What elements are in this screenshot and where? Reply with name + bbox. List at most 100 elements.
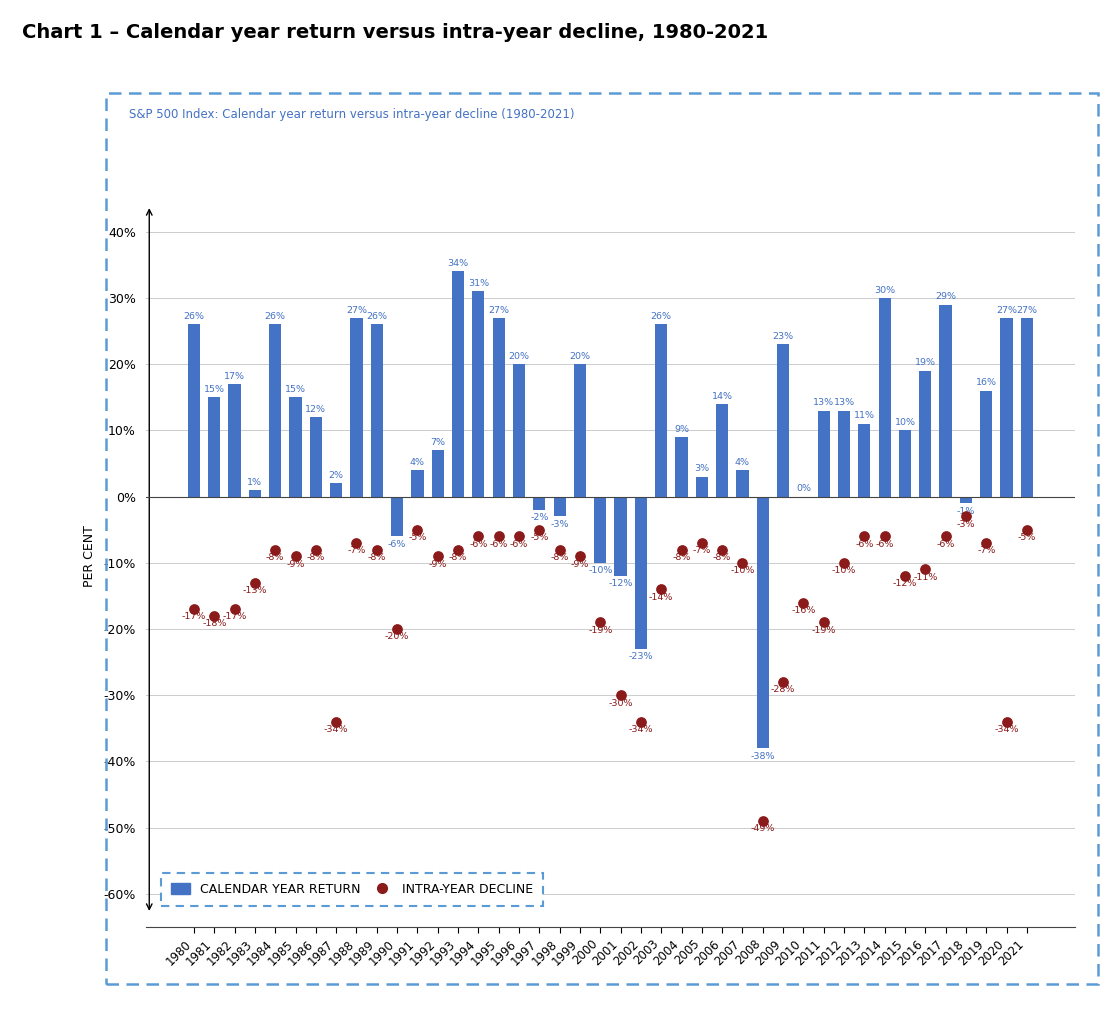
Point — [489, 528, 507, 545]
Text: 13%: 13% — [833, 399, 855, 407]
Point — [225, 600, 243, 617]
Bar — [473, 291, 485, 496]
Text: -6%: -6% — [856, 540, 874, 549]
Point — [205, 608, 223, 624]
Point — [367, 542, 385, 558]
Bar — [310, 417, 321, 496]
Text: -5%: -5% — [408, 534, 427, 542]
Text: -3%: -3% — [550, 520, 569, 528]
Bar — [655, 324, 668, 496]
Point — [347, 535, 365, 551]
Text: 0%: 0% — [796, 484, 811, 493]
Text: -17%: -17% — [223, 613, 246, 621]
Text: 31%: 31% — [468, 279, 489, 288]
Text: -8%: -8% — [449, 553, 467, 562]
Text: 19%: 19% — [915, 358, 936, 368]
Text: -1%: -1% — [956, 507, 976, 516]
Bar — [757, 496, 768, 748]
Bar — [513, 365, 525, 496]
Text: 27%: 27% — [346, 306, 367, 314]
Point — [389, 621, 407, 638]
Text: -18%: -18% — [202, 619, 226, 628]
Point — [774, 674, 792, 690]
Point — [510, 528, 528, 545]
Text: 29%: 29% — [935, 293, 956, 302]
Text: -8%: -8% — [367, 553, 386, 562]
Text: -8%: -8% — [550, 553, 569, 562]
Legend: CALENDAR YEAR RETURN, INTRA-YEAR DECLINE: CALENDAR YEAR RETURN, INTRA-YEAR DECLINE — [161, 872, 543, 906]
Text: -2%: -2% — [530, 513, 549, 522]
Bar — [553, 496, 566, 516]
Point — [978, 535, 996, 551]
Point — [956, 508, 974, 524]
Point — [836, 554, 853, 571]
Bar — [777, 344, 790, 496]
Text: 9%: 9% — [674, 424, 689, 434]
Point — [672, 542, 690, 558]
Text: 34%: 34% — [448, 260, 468, 268]
Bar — [980, 390, 992, 496]
Bar — [716, 404, 728, 496]
Text: -7%: -7% — [692, 546, 711, 555]
Bar — [431, 450, 444, 496]
Text: 11%: 11% — [853, 411, 875, 420]
Text: -8%: -8% — [713, 553, 731, 562]
Text: -6%: -6% — [489, 540, 507, 549]
Bar — [594, 496, 606, 562]
Bar — [228, 384, 241, 496]
Text: 17%: 17% — [224, 372, 245, 381]
Text: -38%: -38% — [750, 752, 775, 760]
Point — [734, 554, 752, 571]
Text: 26%: 26% — [264, 312, 286, 321]
Text: -19%: -19% — [588, 626, 613, 634]
Point — [612, 687, 629, 703]
Text: 26%: 26% — [366, 312, 388, 321]
Point — [814, 614, 832, 630]
Bar — [615, 496, 627, 576]
Point — [327, 714, 345, 730]
Text: -8%: -8% — [267, 553, 284, 562]
Point — [652, 581, 670, 597]
Point — [409, 521, 427, 538]
Text: -20%: -20% — [385, 632, 409, 642]
Text: -6%: -6% — [876, 540, 894, 549]
Text: S&P 500 Index: Calendar year return versus intra-year decline (1980-2021): S&P 500 Index: Calendar year return vers… — [129, 108, 575, 122]
Point — [449, 542, 467, 558]
Text: -6%: -6% — [510, 540, 529, 549]
Text: -9%: -9% — [429, 559, 447, 569]
Text: 20%: 20% — [569, 352, 590, 360]
Text: 3%: 3% — [694, 465, 709, 474]
Point — [287, 548, 305, 564]
Text: 30%: 30% — [874, 285, 895, 295]
Point — [896, 568, 914, 584]
Point — [713, 542, 731, 558]
Bar — [940, 305, 952, 496]
Point — [754, 813, 772, 829]
Text: -8%: -8% — [307, 553, 325, 562]
Text: -8%: -8% — [672, 553, 691, 562]
Text: -14%: -14% — [648, 592, 673, 602]
Text: 4%: 4% — [735, 457, 750, 467]
Bar — [573, 365, 586, 496]
Text: 26%: 26% — [651, 312, 672, 321]
Text: -9%: -9% — [571, 559, 589, 569]
Text: -6%: -6% — [469, 540, 487, 549]
Bar — [960, 496, 972, 504]
Text: 26%: 26% — [184, 312, 205, 321]
Bar — [493, 318, 505, 496]
Point — [267, 542, 284, 558]
Point — [551, 542, 569, 558]
Text: -6%: -6% — [936, 540, 954, 549]
Bar — [208, 398, 221, 496]
Text: -23%: -23% — [628, 652, 653, 661]
Bar — [188, 324, 200, 496]
Text: -3%: -3% — [956, 520, 976, 528]
Text: 15%: 15% — [284, 385, 306, 394]
Point — [307, 542, 325, 558]
Text: 15%: 15% — [204, 385, 225, 394]
Text: 12%: 12% — [306, 405, 326, 414]
Point — [916, 561, 934, 578]
Text: -17%: -17% — [181, 613, 206, 621]
Text: -28%: -28% — [771, 685, 795, 694]
Text: -16%: -16% — [791, 606, 815, 615]
